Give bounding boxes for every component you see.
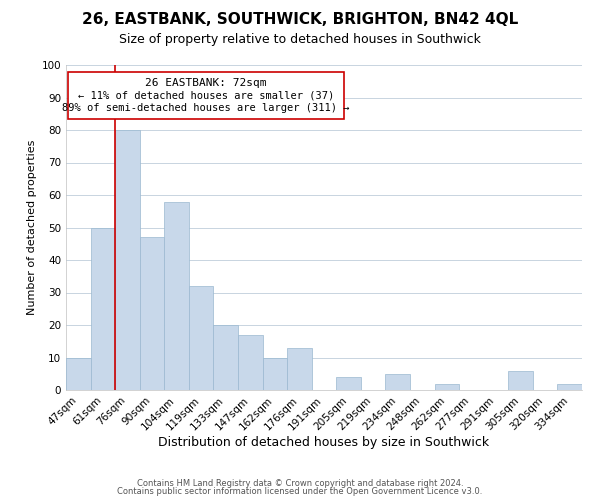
Text: Size of property relative to detached houses in Southwick: Size of property relative to detached ho… — [119, 32, 481, 46]
Bar — [434, 384, 459, 390]
Bar — [287, 348, 312, 390]
Bar — [66, 358, 91, 390]
Bar — [263, 358, 287, 390]
Bar — [508, 370, 533, 390]
Y-axis label: Number of detached properties: Number of detached properties — [28, 140, 37, 315]
Bar — [557, 384, 582, 390]
Text: 26, EASTBANK, SOUTHWICK, BRIGHTON, BN42 4QL: 26, EASTBANK, SOUTHWICK, BRIGHTON, BN42 … — [82, 12, 518, 28]
X-axis label: Distribution of detached houses by size in Southwick: Distribution of detached houses by size … — [158, 436, 490, 449]
Text: ← 11% of detached houses are smaller (37): ← 11% of detached houses are smaller (37… — [78, 90, 334, 101]
FancyBboxPatch shape — [68, 72, 344, 118]
Bar — [189, 286, 214, 390]
Bar — [238, 335, 263, 390]
Bar — [115, 130, 140, 390]
Bar — [140, 238, 164, 390]
Bar — [336, 377, 361, 390]
Bar — [214, 325, 238, 390]
Text: 89% of semi-detached houses are larger (311) →: 89% of semi-detached houses are larger (… — [62, 102, 350, 113]
Text: Contains public sector information licensed under the Open Government Licence v3: Contains public sector information licen… — [118, 487, 482, 496]
Text: 26 EASTBANK: 72sqm: 26 EASTBANK: 72sqm — [145, 78, 267, 88]
Bar — [164, 202, 189, 390]
Bar — [91, 228, 115, 390]
Text: Contains HM Land Registry data © Crown copyright and database right 2024.: Contains HM Land Registry data © Crown c… — [137, 478, 463, 488]
Bar — [385, 374, 410, 390]
